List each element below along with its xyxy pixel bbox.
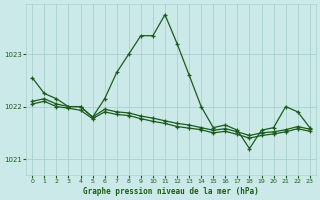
- X-axis label: Graphe pression niveau de la mer (hPa): Graphe pression niveau de la mer (hPa): [83, 187, 259, 196]
